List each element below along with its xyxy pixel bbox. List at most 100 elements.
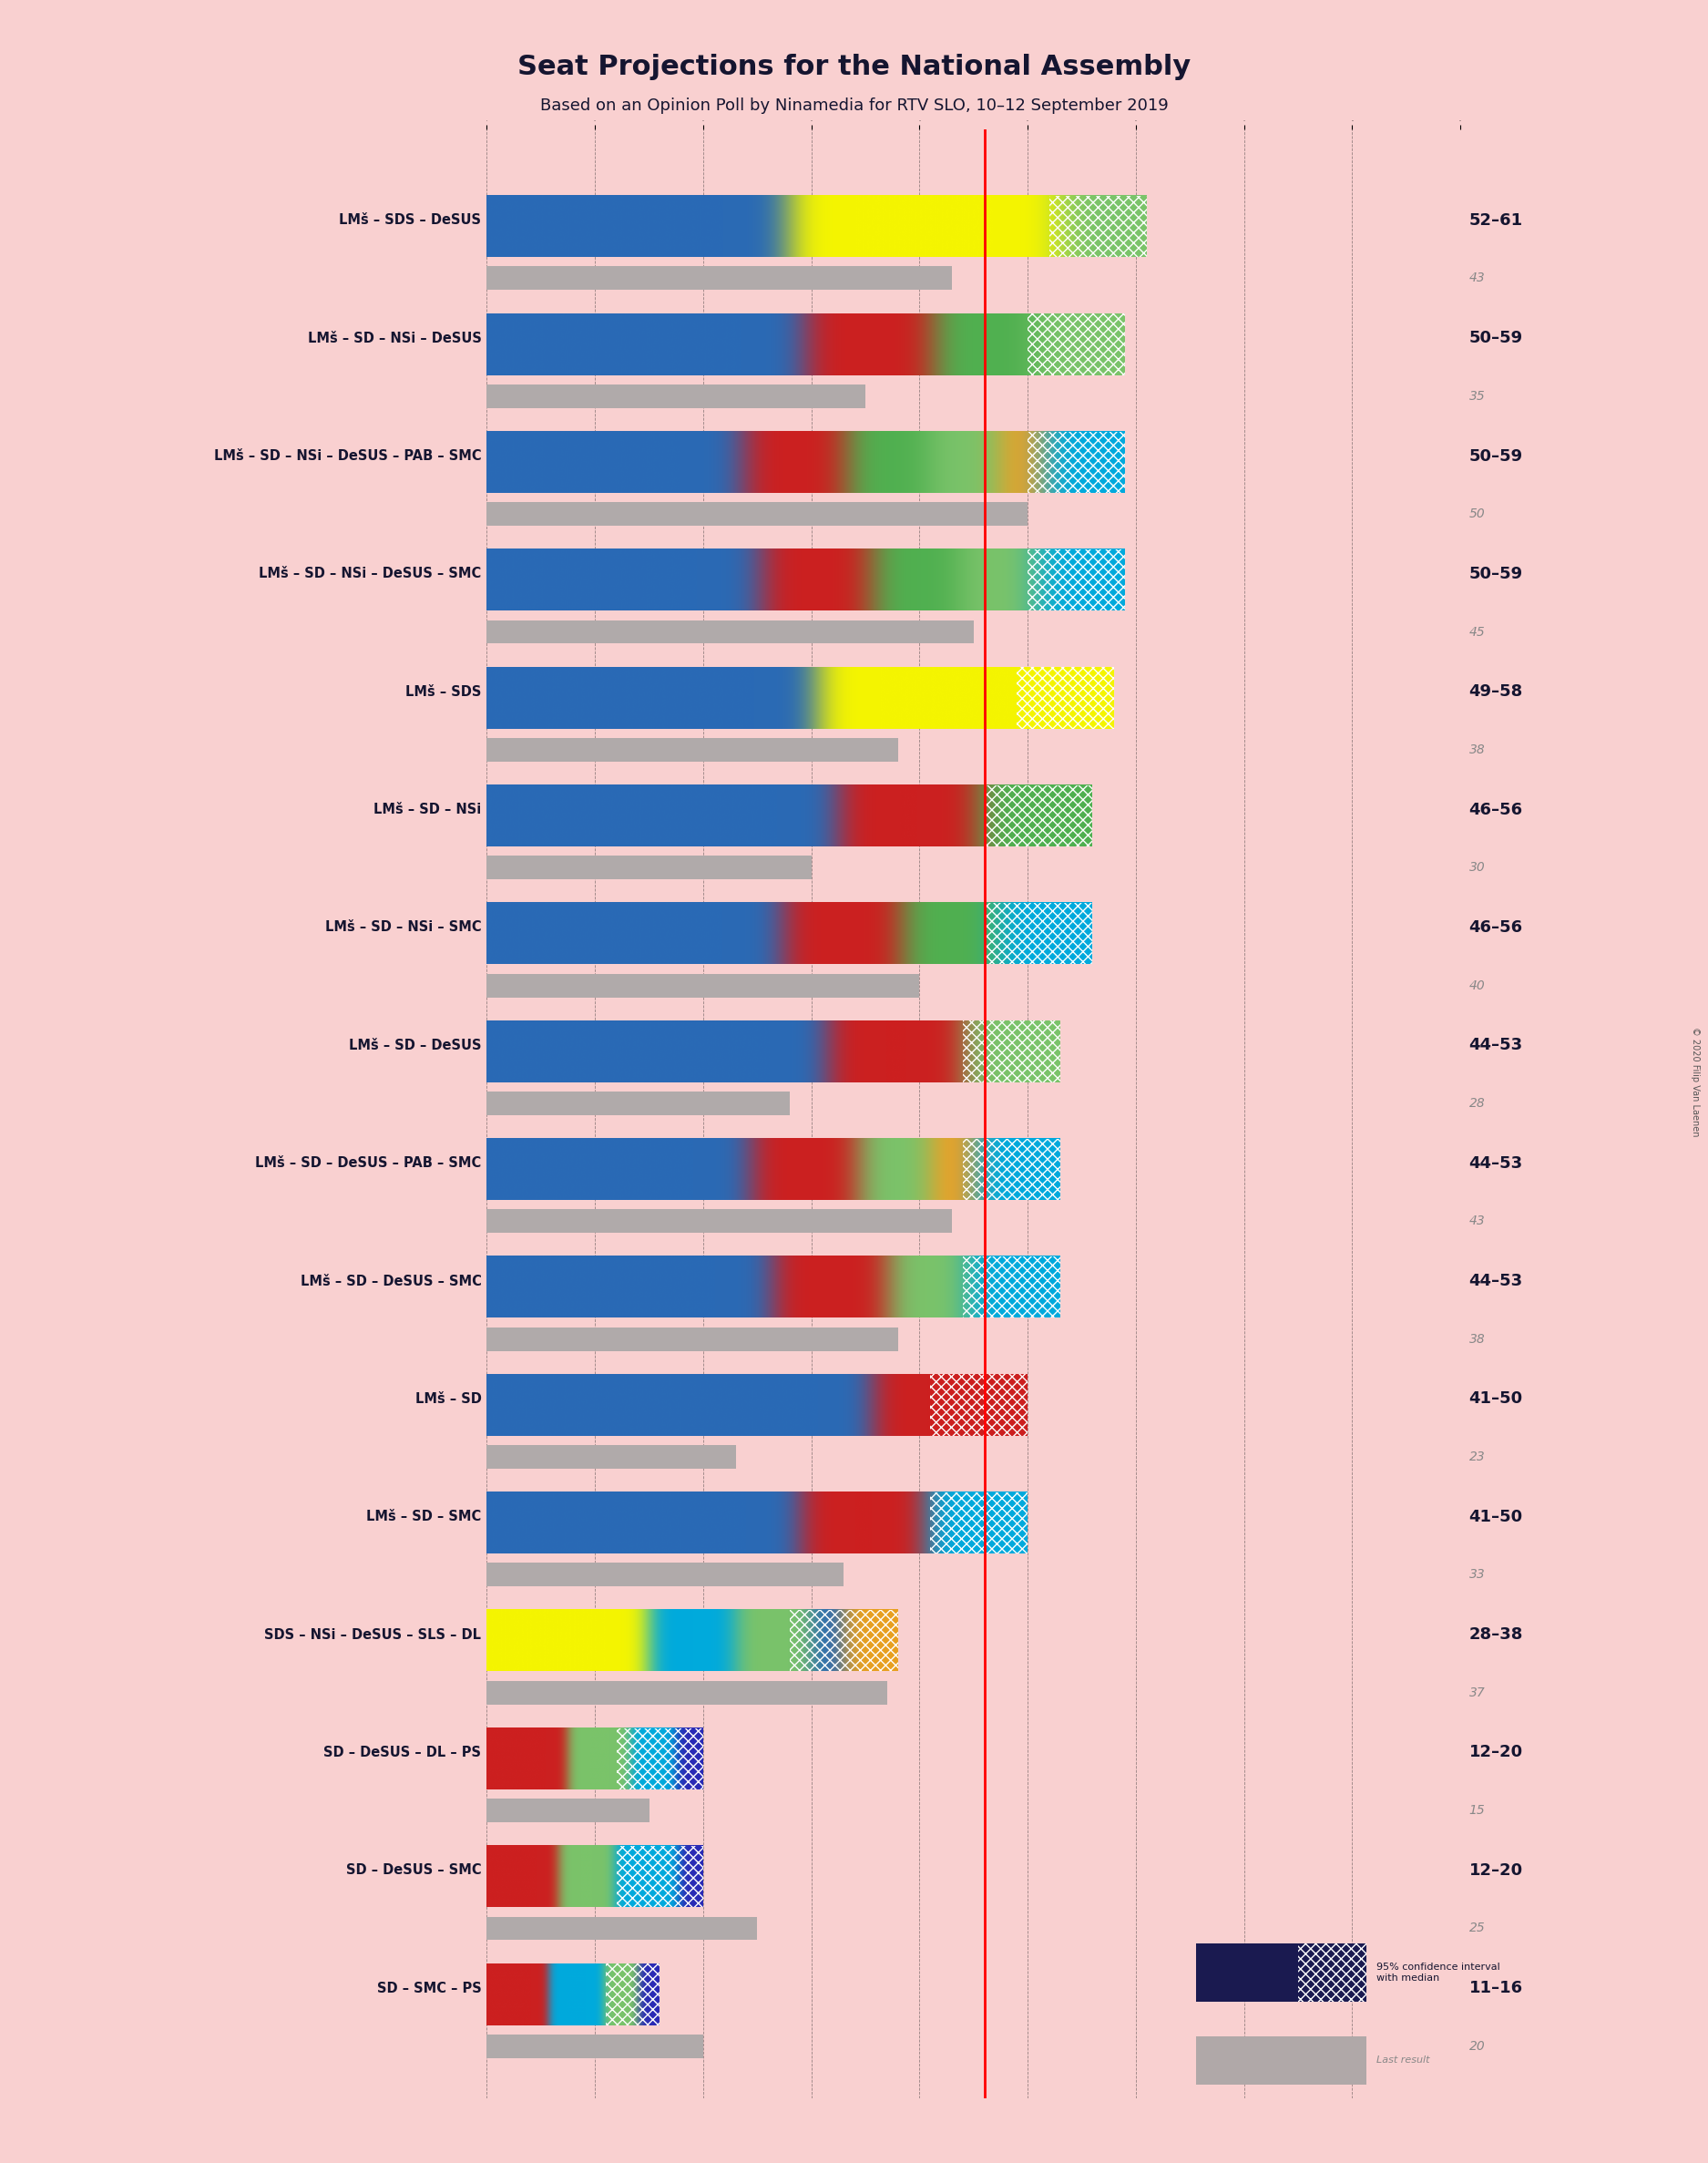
Bar — [984, 785, 1093, 846]
Bar — [487, 1209, 951, 1233]
Text: 33: 33 — [1469, 1568, 1486, 1581]
Text: LMš – SD – NSi – DeSUS – PAB – SMC: LMš – SD – NSi – DeSUS – PAB – SMC — [214, 450, 482, 463]
Bar — [1028, 314, 1126, 374]
Bar — [617, 1728, 704, 1789]
Text: LMš – SD – NSi – DeSUS: LMš – SD – NSi – DeSUS — [307, 331, 482, 344]
Bar — [1028, 430, 1126, 493]
Text: 43: 43 — [1469, 1216, 1486, 1229]
Bar — [1016, 666, 1114, 729]
Text: 41–50: 41–50 — [1469, 1508, 1524, 1525]
Bar — [963, 1257, 1061, 1317]
Bar — [487, 1681, 886, 1704]
Bar — [984, 902, 1093, 965]
Bar — [963, 1021, 1061, 1082]
Bar — [963, 1257, 1061, 1317]
Bar — [487, 1092, 789, 1116]
Bar — [487, 1445, 736, 1469]
Bar — [931, 1374, 1028, 1436]
Text: 15: 15 — [1469, 1804, 1486, 1817]
Bar — [1028, 549, 1126, 610]
Text: 28–38: 28–38 — [1469, 1627, 1524, 1644]
Bar — [984, 902, 1093, 965]
Bar — [963, 1138, 1061, 1200]
Bar — [487, 1916, 757, 1940]
Bar — [487, 973, 919, 997]
Text: 50–59: 50–59 — [1469, 331, 1524, 346]
Text: SDS – NSi – DeSUS – SLS – DL: SDS – NSi – DeSUS – SLS – DL — [265, 1629, 482, 1642]
Text: 50: 50 — [1469, 508, 1486, 521]
Bar — [1028, 549, 1126, 610]
Text: 30: 30 — [1469, 861, 1486, 874]
Text: LMš – SD – NSi: LMš – SD – NSi — [374, 802, 482, 815]
Text: 43: 43 — [1469, 273, 1486, 286]
Bar — [487, 502, 1028, 526]
Bar — [606, 1964, 659, 2025]
Text: 23: 23 — [1469, 1451, 1486, 1464]
Text: SD – SMC – PS: SD – SMC – PS — [377, 1981, 482, 1994]
Text: 28: 28 — [1469, 1097, 1486, 1110]
Bar — [606, 1964, 659, 2025]
Text: 40: 40 — [1469, 980, 1486, 993]
Bar — [963, 1021, 1061, 1082]
Bar — [789, 1609, 898, 1672]
Text: 25: 25 — [1469, 1923, 1486, 1934]
Text: LMš – SD – SMC: LMš – SD – SMC — [367, 1510, 482, 1523]
Bar — [487, 738, 898, 761]
Bar — [617, 1845, 704, 1908]
Text: 11–16: 11–16 — [1469, 1979, 1524, 1996]
Text: LMš – SDS: LMš – SDS — [405, 686, 482, 699]
Text: 44–53: 44–53 — [1469, 1155, 1524, 1172]
Text: © 2020 Filip Van Laenen: © 2020 Filip Van Laenen — [1691, 1027, 1699, 1136]
Bar — [487, 1328, 898, 1352]
Bar — [487, 266, 951, 290]
Text: LMš – SD – NSi – SMC: LMš – SD – NSi – SMC — [325, 921, 482, 934]
Bar — [789, 1609, 898, 1672]
Bar — [1196, 2035, 1366, 2085]
Bar — [487, 1564, 844, 1588]
Text: 46–56: 46–56 — [1469, 919, 1524, 937]
Text: SD – DeSUS – DL – PS: SD – DeSUS – DL – PS — [325, 1746, 482, 1759]
Text: 38: 38 — [1469, 744, 1486, 757]
Bar — [617, 1728, 704, 1789]
Bar — [1049, 197, 1146, 257]
Bar — [931, 1374, 1028, 1436]
Text: LMš – SD – DeSUS – PAB – SMC: LMš – SD – DeSUS – PAB – SMC — [254, 1157, 482, 1170]
Text: LMš – SDS – DeSUS: LMš – SDS – DeSUS — [340, 214, 482, 227]
Bar — [1049, 197, 1146, 257]
Bar — [984, 785, 1093, 846]
Bar — [1196, 1942, 1366, 2003]
Text: 50–59: 50–59 — [1469, 448, 1524, 465]
Bar — [963, 1138, 1061, 1200]
Text: 46–56: 46–56 — [1469, 802, 1524, 818]
Text: LMš – SD – NSi – DeSUS – SMC: LMš – SD – NSi – DeSUS – SMC — [260, 567, 482, 580]
Bar — [487, 1800, 649, 1821]
Bar — [487, 621, 974, 645]
Bar — [617, 1845, 704, 1908]
Text: LMš – SD – DeSUS: LMš – SD – DeSUS — [348, 1038, 482, 1051]
Bar — [931, 1492, 1028, 1553]
Text: 37: 37 — [1469, 1687, 1486, 1698]
Text: Seat Projections for the National Assembly: Seat Projections for the National Assemb… — [518, 54, 1190, 80]
Bar — [931, 1492, 1028, 1553]
Text: 41–50: 41–50 — [1469, 1391, 1524, 1408]
Bar — [1016, 666, 1114, 729]
Text: 44–53: 44–53 — [1469, 1036, 1524, 1053]
Text: 45: 45 — [1469, 625, 1486, 638]
Text: 20: 20 — [1469, 2040, 1486, 2053]
Text: 38: 38 — [1469, 1332, 1486, 1345]
Text: 49–58: 49–58 — [1469, 684, 1524, 701]
Text: 12–20: 12–20 — [1469, 1862, 1524, 1880]
Text: 52–61: 52–61 — [1469, 212, 1524, 229]
Bar — [1298, 1942, 1366, 2003]
Text: 12–20: 12–20 — [1469, 1743, 1524, 1761]
Bar — [1028, 314, 1126, 374]
Text: 95% confidence interval
with median: 95% confidence interval with median — [1377, 1962, 1500, 1983]
Bar — [487, 2035, 704, 2057]
Text: LMš – SD: LMš – SD — [415, 1393, 482, 1406]
Text: Last result: Last result — [1377, 2055, 1430, 2066]
Text: 44–53: 44–53 — [1469, 1272, 1524, 1289]
Text: SD – DeSUS – SMC: SD – DeSUS – SMC — [347, 1865, 482, 1877]
Bar — [487, 385, 866, 409]
Text: Based on an Opinion Poll by Ninamedia for RTV SLO, 10–12 September 2019: Based on an Opinion Poll by Ninamedia fo… — [540, 97, 1168, 115]
Text: 50–59: 50–59 — [1469, 567, 1524, 582]
